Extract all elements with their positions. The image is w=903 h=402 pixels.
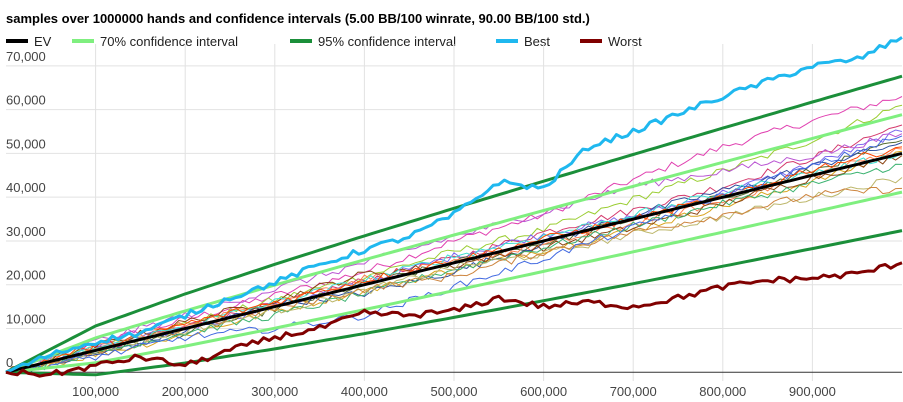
x-tick-label: 100,000 (72, 384, 119, 399)
x-tick-label: 900,000 (789, 384, 836, 399)
legend-label: Worst (608, 34, 642, 49)
legend-label: EV (34, 34, 52, 49)
x-tick-label: 300,000 (251, 384, 298, 399)
legend-label: 70% confidence interval (100, 34, 238, 49)
x-tick-label: 500,000 (431, 384, 478, 399)
y-tick-label: 70,000 (6, 49, 46, 64)
y-tick-label: 10,000 (6, 311, 46, 326)
x-tick-label: 600,000 (520, 384, 567, 399)
chart-title: samples over 1000000 hands and confidenc… (6, 11, 590, 26)
y-tick-label: 30,000 (6, 224, 46, 239)
y-tick-label: 40,000 (6, 180, 46, 195)
legend-label: 95% confidence interval (318, 34, 456, 49)
y-tick-label: 50,000 (6, 136, 46, 151)
y-tick-label: 60,000 (6, 93, 46, 108)
chart-legend: EV 70% confidence interval 95% confidence … (6, 34, 642, 49)
x-tick-label: 800,000 (699, 384, 746, 399)
x-tick-label: 200,000 (162, 384, 209, 399)
x-tick-label: 700,000 (610, 384, 657, 399)
legend-label: Best (524, 34, 550, 49)
y-tick-label: 0 (6, 355, 13, 370)
y-tick-label: 20,000 (6, 268, 46, 283)
x-tick-label: 400,000 (341, 384, 388, 399)
